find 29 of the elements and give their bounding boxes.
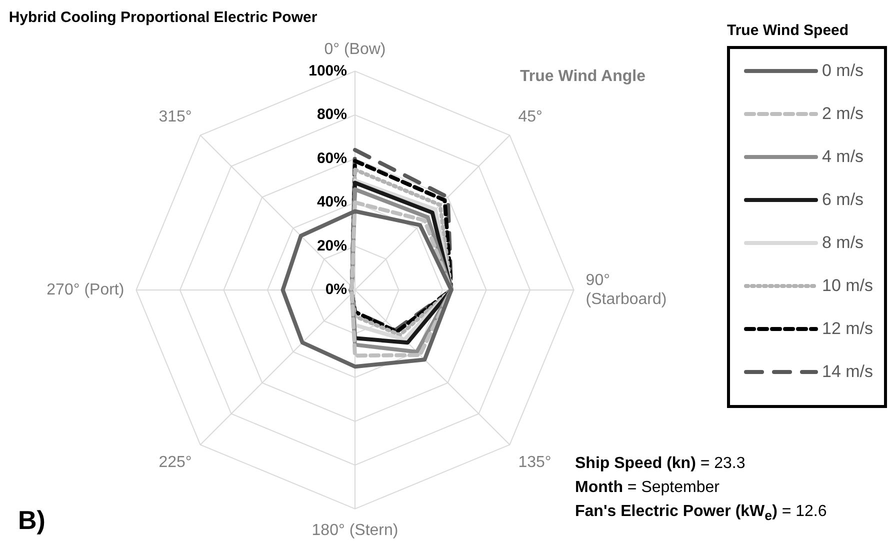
- y-tick-label: 80%: [316, 106, 347, 124]
- legend-label: 4 m/s: [822, 147, 864, 167]
- y-tick-label: 0%: [325, 281, 347, 298]
- spoke-label: 0° (Bow): [324, 41, 386, 58]
- chart-title: Hybrid Cooling Proportional Electric Power: [8, 8, 318, 28]
- spoke-label: 135°: [518, 454, 552, 472]
- y-tick-label: 100%: [308, 62, 347, 80]
- legend-label: 14 m/s: [822, 362, 874, 382]
- legend-label: 6 m/s: [822, 190, 864, 210]
- spoke-label: 225°: [158, 454, 192, 472]
- y-tick-label: 60%: [316, 150, 347, 167]
- legend-label: 12 m/s: [822, 319, 874, 339]
- spoke-label: 270° (Port): [46, 281, 124, 298]
- legend-label: 10 m/s: [822, 276, 874, 296]
- spoke-label: 315°: [158, 108, 192, 126]
- text: Month = September: [575, 478, 720, 498]
- spoke-label: 45°: [518, 108, 542, 126]
- text: True Wind Angle: [520, 68, 646, 86]
- legend-label: 8 m/s: [822, 233, 864, 253]
- text: Ship Speed (kn) = 23.3: [575, 454, 746, 474]
- text: B): [18, 505, 46, 536]
- legend-label: 2 m/s: [822, 104, 864, 124]
- legend-label: 0 m/s: [822, 61, 864, 81]
- y-tick-label: 20%: [316, 237, 347, 254]
- spoke-label: 90° (Starboard): [586, 272, 667, 308]
- y-tick-label: 40%: [316, 194, 347, 211]
- text: Fan's Electric Power (kW$_{e}$) = 12.6: [575, 502, 827, 526]
- spoke-label: 180° (Stern): [312, 522, 398, 539]
- legend-title: True Wind Speed: [727, 22, 849, 39]
